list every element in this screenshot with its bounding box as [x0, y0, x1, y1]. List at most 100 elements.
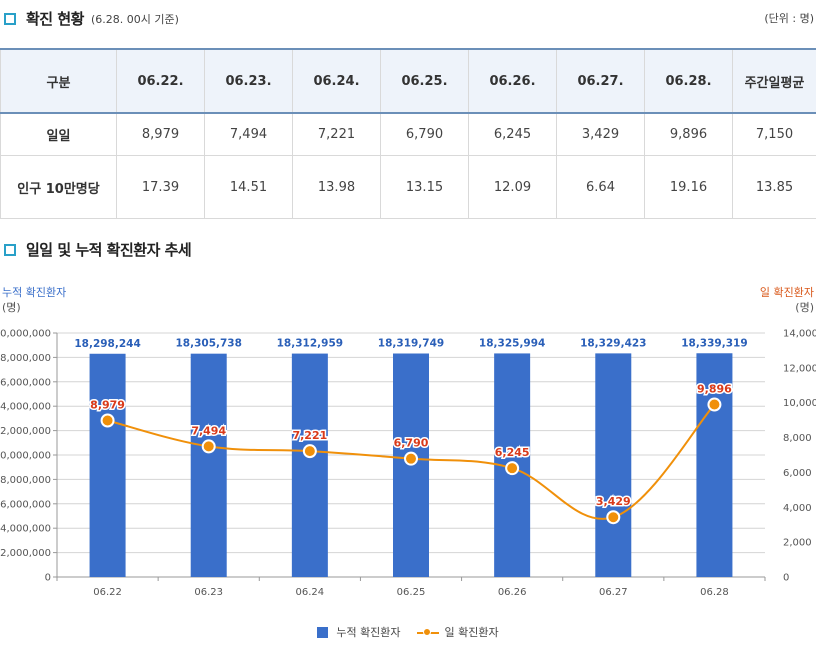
bar-data-label: 18,298,244 — [74, 338, 140, 350]
table-cell: 7,494 — [204, 112, 293, 156]
left-tick-label: 18,000,000 — [0, 353, 51, 364]
left-tick-label: 20,000,000 — [0, 329, 51, 340]
table-cell: 13.15 — [380, 155, 469, 219]
table-header-row: 구분 06.22. 06.23. 06.24. 06.25. 06.26. 06… — [0, 48, 816, 114]
left-tick-label: 12,000,000 — [0, 426, 51, 437]
section-header-trend: 일일 및 누적 확진환자 추세 — [4, 239, 192, 260]
row-label: 일일 — [0, 112, 117, 156]
right-tick-label: 12,000 — [783, 363, 816, 374]
bar-data-label: 18,319,749 — [378, 337, 444, 349]
legend-item-cumulative: 누적 확진환자 — [317, 624, 401, 640]
table-cell: 13.85 — [732, 155, 816, 219]
x-tick-label: 06.28 — [700, 587, 729, 598]
table-cell: 6.64 — [556, 155, 645, 219]
right-tick-label: 8,000 — [783, 433, 812, 444]
status-table: 구분 06.22. 06.23. 06.24. 06.25. 06.26. 06… — [0, 48, 816, 219]
line-point — [302, 444, 317, 459]
table-cell: 14.51 — [204, 155, 293, 219]
legend-label: 누적 확진환자 — [336, 626, 401, 639]
left-tick-label: 8,000,000 — [0, 475, 51, 486]
table-row: 인구 10만명당 17.39 14.51 13.98 13.15 12.09 6… — [0, 155, 816, 219]
line-point — [606, 510, 621, 525]
table-cell: 12.09 — [468, 155, 557, 219]
bar-data-label: 18,329,423 — [580, 337, 646, 349]
right-axis-unit: (명) — [795, 301, 814, 314]
left-tick-label: 6,000,000 — [0, 499, 51, 510]
legend-line-swatch — [416, 627, 439, 638]
header-cell: 06.27. — [556, 48, 645, 114]
bar-data-label: 18,339,319 — [681, 337, 747, 349]
right-tick-label: 14,000 — [783, 329, 816, 340]
bar-data-label: 18,312,959 — [277, 338, 343, 350]
left-tick-label: 0 — [45, 573, 51, 584]
line-data-label: 6,245 — [495, 446, 530, 459]
left-tick-label: 4,000,000 — [0, 524, 51, 535]
section-subtitle: (6.28. 00시 기준) — [90, 12, 179, 26]
left-tick-label: 14,000,000 — [0, 402, 51, 413]
line-point — [404, 451, 418, 466]
legend-label: 일 확진환자 — [444, 626, 499, 639]
right-tick-label: 6,000 — [783, 468, 812, 479]
bar-cumulative — [595, 353, 632, 577]
left-tick-label: 16,000,000 — [0, 377, 51, 388]
section-header-status: 확진 현황 (6.28. 00시 기준) — [4, 8, 179, 29]
table-cell: 6,790 — [380, 112, 469, 156]
table-cell: 13.98 — [292, 155, 381, 219]
line-point — [707, 397, 722, 412]
right-tick-label: 2,000 — [783, 538, 812, 549]
bar-cumulative — [696, 353, 733, 577]
table-cell: 7,221 — [292, 112, 381, 156]
table-cell: 7,150 — [732, 112, 816, 156]
x-tick-label: 06.27 — [599, 587, 628, 598]
x-tick-label: 06.25 — [397, 587, 426, 598]
header-cell: 주간일평균 — [732, 48, 816, 114]
bar-cumulative — [291, 353, 328, 577]
line-point — [201, 439, 216, 454]
table-cell: 8,979 — [116, 112, 205, 156]
square-bullet-icon — [4, 243, 16, 256]
row-label: 인구 10만명당 — [0, 155, 117, 219]
line-data-label: 9,896 — [697, 383, 732, 396]
right-tick-label: 10,000 — [783, 398, 816, 409]
unit-label: (단위 : 명) — [764, 12, 814, 25]
line-data-label: 8,979 — [90, 399, 125, 412]
line-point — [100, 413, 115, 428]
left-tick-label: 10,000,000 — [0, 451, 51, 462]
header-cell: 06.22. — [116, 48, 205, 114]
section-title: 일일 및 누적 확진환자 추세 — [26, 241, 192, 259]
table-cell: 19.16 — [644, 155, 733, 219]
line-point — [505, 461, 520, 476]
left-axis-unit: (명) — [2, 301, 21, 314]
x-tick-label: 06.26 — [498, 587, 527, 598]
right-axis-title: 일 확진환자 — [760, 285, 814, 299]
header-cell: 06.24. — [292, 48, 381, 114]
square-bullet-icon — [4, 12, 16, 25]
bar-data-label: 18,325,994 — [479, 337, 545, 349]
table-cell: 17.39 — [116, 155, 205, 219]
section-title: 확진 현황 — [26, 10, 84, 28]
header-cell: 06.26. — [468, 48, 557, 114]
line-data-label: 3,429 — [596, 495, 631, 508]
bar-data-label: 18,305,738 — [175, 338, 241, 350]
trend-chart: 누적 확진환자 (명) 일 확진환자 (명) 0 2,000,000 4,000,000 6,… — [0, 285, 816, 598]
x-tick-label: 06.23 — [194, 587, 223, 598]
line-data-label: 7,221 — [292, 429, 327, 442]
x-tick-label: 06.22 — [93, 587, 122, 598]
table-cell: 3,429 — [556, 112, 645, 156]
left-axis-title: 누적 확진환자 — [2, 286, 66, 299]
header-cell: 06.23. — [204, 48, 293, 114]
header-cell: 구분 — [0, 48, 117, 114]
chart-legend: 누적 확진환자 일 확진환자 — [0, 624, 816, 640]
bar-cumulative — [190, 353, 227, 577]
legend-bar-swatch — [317, 626, 329, 638]
header-cell: 06.28. — [644, 48, 733, 114]
legend-item-daily: 일 확진환자 — [416, 624, 499, 640]
line-data-label: 7,494 — [191, 424, 226, 437]
left-tick-label: 2,000,000 — [0, 548, 51, 559]
right-tick-label: 4,000 — [783, 503, 812, 514]
right-tick-label: 0 — [783, 573, 789, 584]
bar-cumulative — [89, 353, 126, 577]
header-cell: 06.25. — [380, 48, 469, 114]
table-cell: 6,245 — [468, 112, 557, 156]
x-tick-label: 06.24 — [296, 587, 325, 598]
